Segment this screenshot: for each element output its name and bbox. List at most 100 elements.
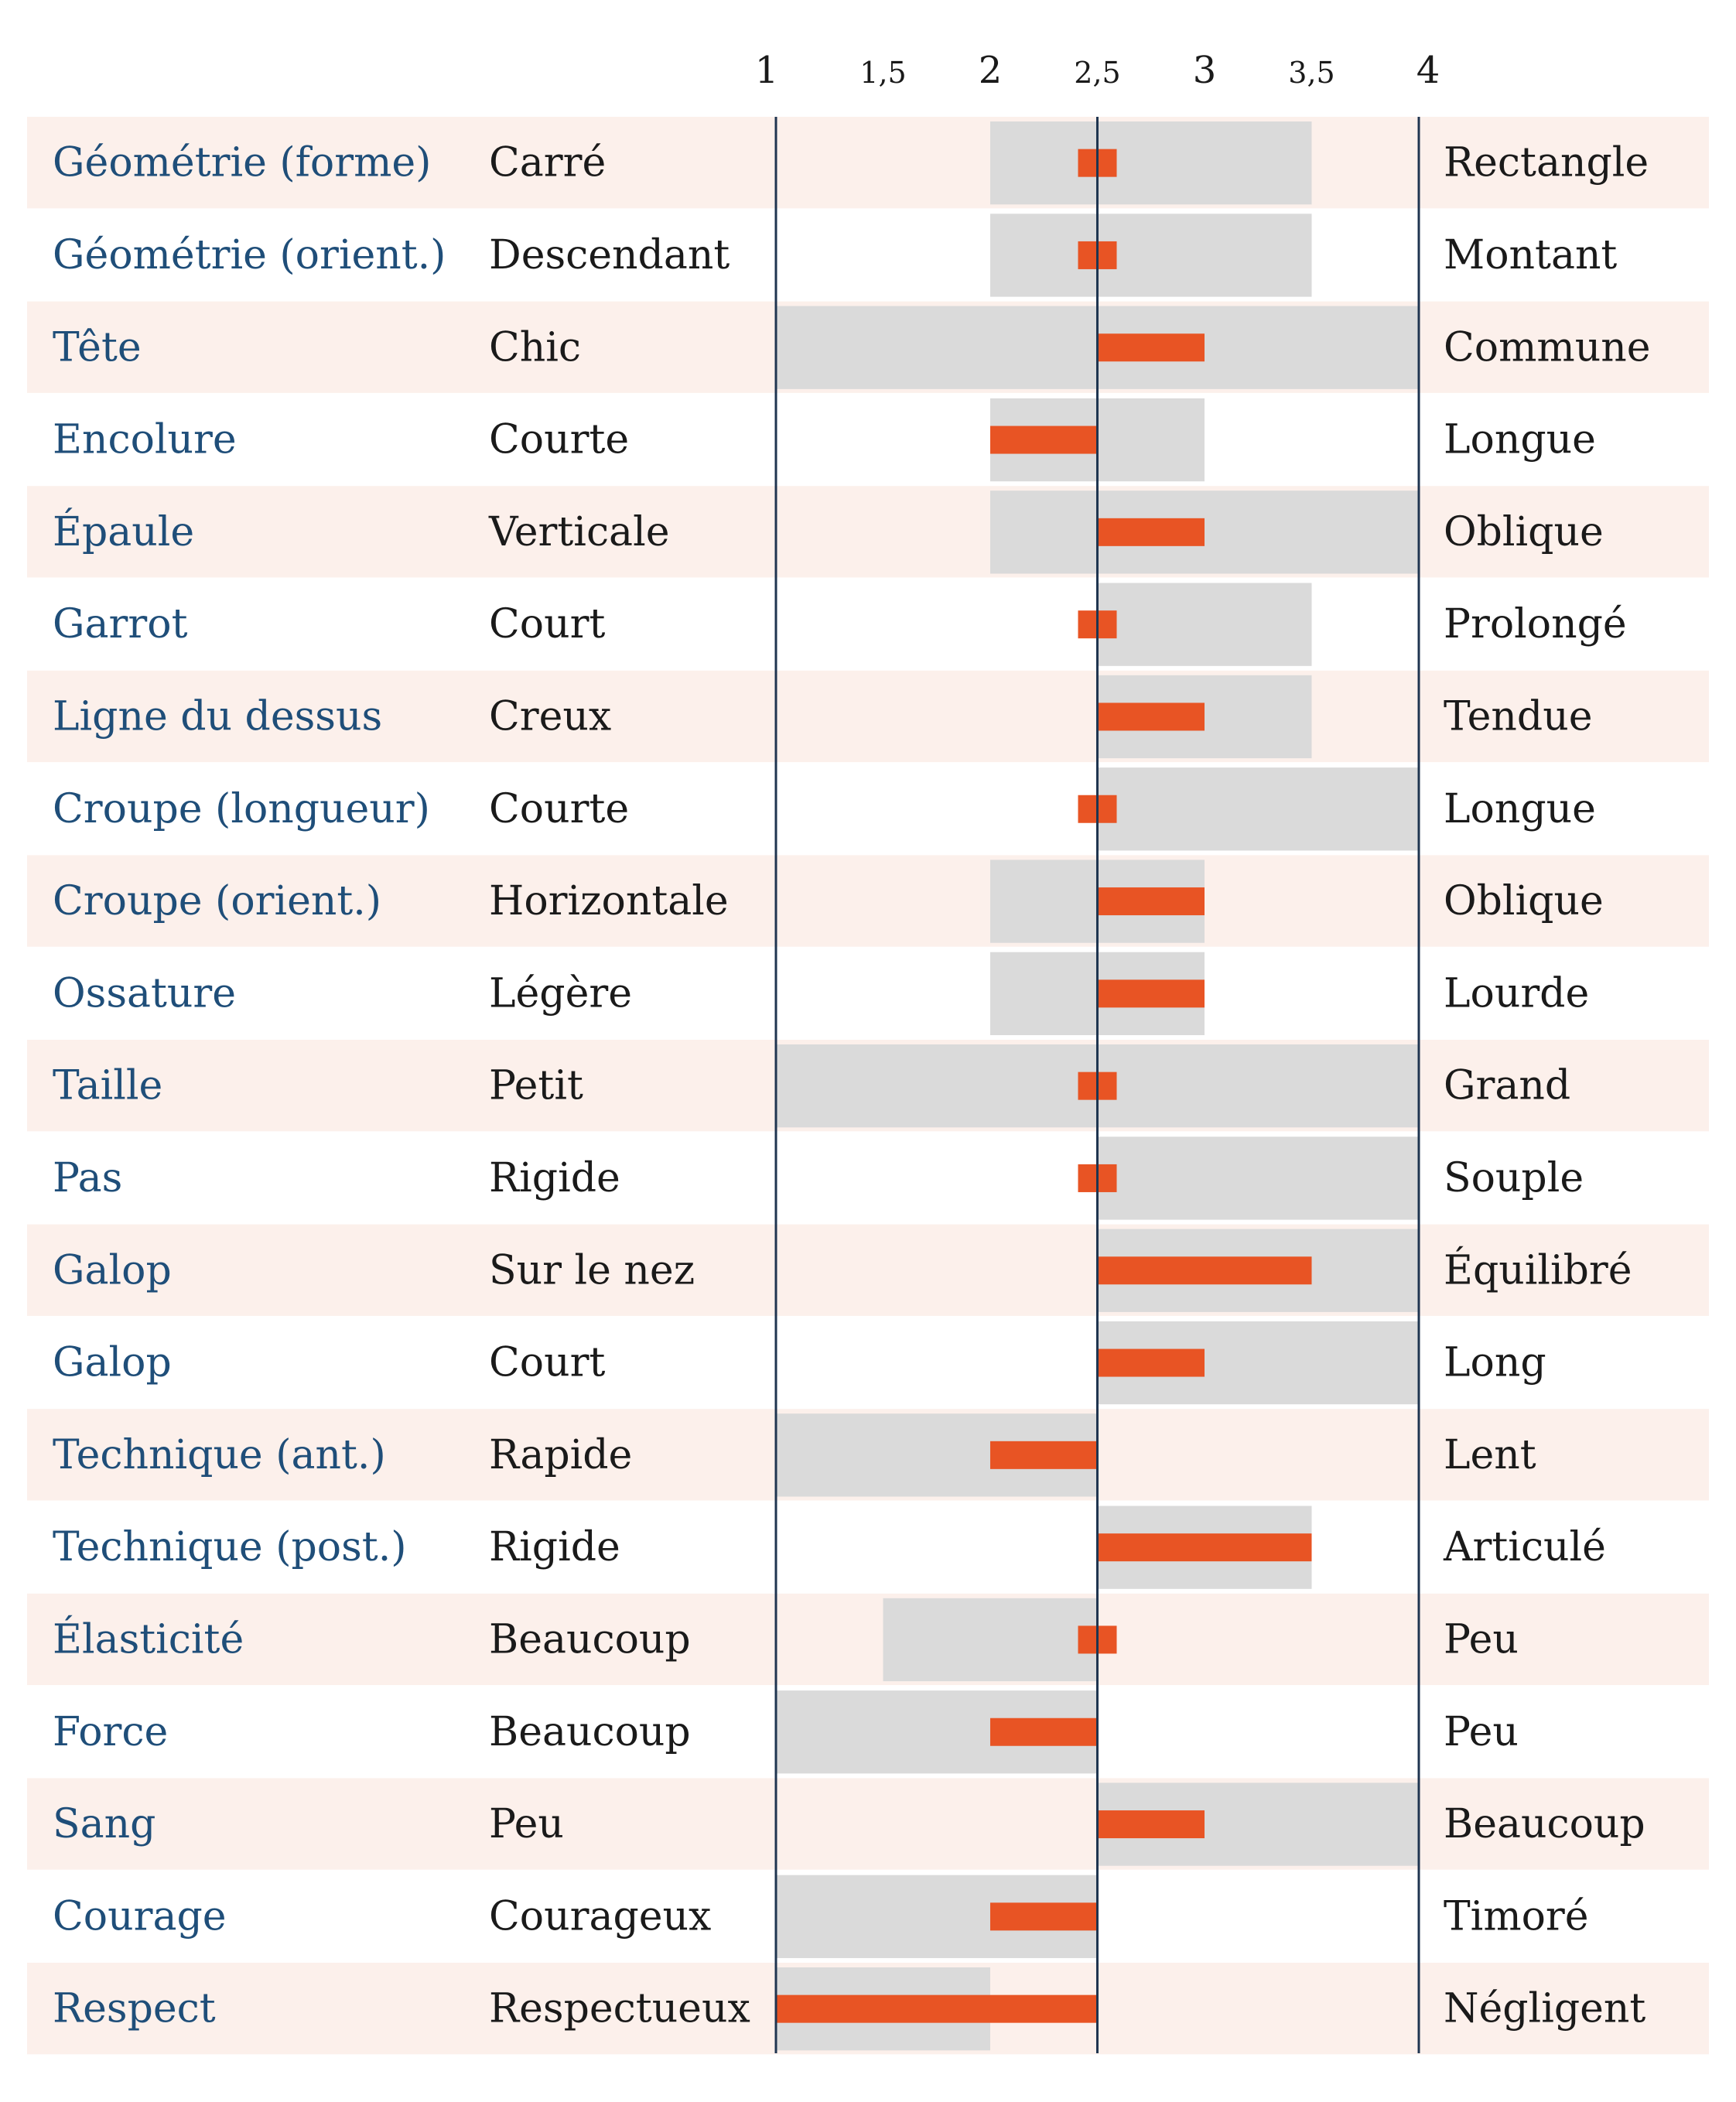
row-right-label: Oblique [1444, 509, 1604, 555]
row-name-label: Taille [53, 1063, 162, 1109]
row-stripe [27, 1593, 1709, 1686]
row-name-label: Ligne du dessus [53, 693, 382, 740]
row-left-label: Courte [489, 786, 629, 832]
value-bar [1097, 1533, 1312, 1562]
axis-lines [774, 117, 1420, 2053]
tick-label: 2,5 [1074, 56, 1120, 90]
row-name-label: Croupe (longueur) [53, 786, 430, 832]
tick-label: 3 [1193, 49, 1217, 92]
row-left-label: Sur le nez [489, 1247, 695, 1294]
value-bar [1097, 518, 1205, 546]
row-name-label: Géométrie (orient.) [53, 232, 446, 279]
row-right-label: Prolongé [1444, 601, 1627, 648]
row-right-label: Souple [1444, 1155, 1584, 1201]
row-left-label: Rigide [489, 1524, 620, 1571]
row-left-label: Carré [489, 140, 606, 186]
row-left-label: Court [489, 601, 605, 648]
value-bar [1097, 1256, 1312, 1285]
row-name-label: Encolure [53, 417, 237, 463]
tick-label: 1 [755, 49, 779, 92]
row-name-label: Croupe (orient.) [53, 878, 381, 925]
value-bar [990, 426, 1098, 454]
row-right-label: Négligent [1444, 1986, 1645, 2032]
row-right-label: Longue [1444, 786, 1596, 832]
row-name-label: Technique (post.) [53, 1524, 407, 1571]
row-stripe [27, 855, 1709, 947]
row-left-label: Rapide [489, 1432, 632, 1478]
row-name-label: Pas [53, 1155, 122, 1201]
range-bar [883, 1598, 1098, 1682]
row-left-label: Descendant [489, 232, 730, 279]
row-left-label: Rigide [489, 1155, 620, 1201]
row-right-label: Lourde [1444, 970, 1589, 1017]
range-bar [990, 121, 1312, 205]
row-left-label: Respectueux [489, 1986, 750, 2032]
row-left-label: Petit [489, 1063, 583, 1109]
value-bar [1097, 887, 1205, 916]
row-left-label: Verticale [488, 509, 669, 555]
row-right-label: Tendue [1444, 693, 1592, 740]
value-bar [1097, 333, 1205, 362]
row-name-label: Respect [53, 1986, 216, 2032]
value-bar [990, 1717, 1098, 1746]
range-bar [1097, 1136, 1419, 1220]
row-stripe [27, 1778, 1709, 1870]
row-name-label: Sang [53, 1801, 155, 1847]
row-right-label: Montant [1444, 232, 1617, 279]
row-name-label: Galop [53, 1247, 172, 1294]
value-bar [990, 1902, 1098, 1931]
value-bar [1097, 1810, 1205, 1839]
row-name-label: Force [53, 1709, 168, 1755]
range-bar [1097, 583, 1312, 666]
row-right-label: Beaucoup [1444, 1801, 1645, 1847]
row-name-label: Épaule [53, 508, 194, 555]
range-bar [1097, 767, 1419, 851]
row-left-label: Courageux [489, 1893, 711, 1940]
row-right-label: Timoré [1444, 1893, 1589, 1940]
range-bar [990, 214, 1312, 297]
row-name-label: Géométrie (forme) [53, 140, 431, 186]
value-bars [776, 149, 1312, 2023]
row-right-label: Articulé [1443, 1524, 1606, 1571]
row-right-label: Rectangle [1444, 140, 1649, 186]
row-right-label: Lent [1444, 1432, 1536, 1478]
tick-label: 3,5 [1288, 56, 1334, 90]
row-name-label: Ossature [53, 970, 236, 1017]
value-bar [1097, 979, 1205, 1008]
row-left-label: Beaucoup [489, 1616, 691, 1663]
row-name-label: Tête [53, 324, 142, 371]
row-right-label: Grand [1444, 1063, 1570, 1109]
row-right-label: Peu [1444, 1709, 1519, 1755]
row-stripe [27, 117, 1709, 209]
value-bar [776, 1994, 1098, 2023]
row-right-label: Commune [1444, 324, 1650, 371]
row-right-label: Longue [1444, 417, 1596, 463]
row-name-label: Élasticité [53, 1615, 244, 1663]
row-stripe [27, 670, 1709, 763]
row-left-label: Horizontale [489, 878, 729, 925]
row-left-label: Chic [489, 324, 581, 371]
tick-label: 4 [1416, 49, 1440, 92]
row-right-label: Oblique [1444, 878, 1604, 925]
row-right-label: Équilibré [1444, 1246, 1632, 1294]
row-left-label: Peu [489, 1801, 564, 1847]
row-left-label: Court [489, 1340, 605, 1386]
row-name-label: Technique (ant.) [53, 1432, 386, 1478]
tick-label: 1,5 [859, 56, 906, 90]
row-left-label: Creux [489, 693, 611, 740]
row-stripe [27, 1224, 1709, 1316]
value-bar [1097, 1348, 1205, 1377]
row-left-label: Légère [489, 970, 632, 1017]
row-right-label: Peu [1444, 1616, 1519, 1663]
row-left-label: Beaucoup [489, 1709, 691, 1755]
row-name-label: Galop [53, 1340, 172, 1386]
tick-label: 2 [979, 49, 1003, 92]
row-name-label: Garrot [53, 601, 188, 648]
tick-labels: 1 1,5 2 2,5 3 3,5 4 [755, 49, 1440, 92]
value-bar [990, 1441, 1098, 1469]
value-bar [1097, 702, 1205, 731]
row-right-label: Long [1444, 1340, 1546, 1386]
row-labels: Géométrie (forme) Carré Rectangle Géométrie… [53, 140, 1650, 2032]
row-stripe [27, 486, 1709, 578]
